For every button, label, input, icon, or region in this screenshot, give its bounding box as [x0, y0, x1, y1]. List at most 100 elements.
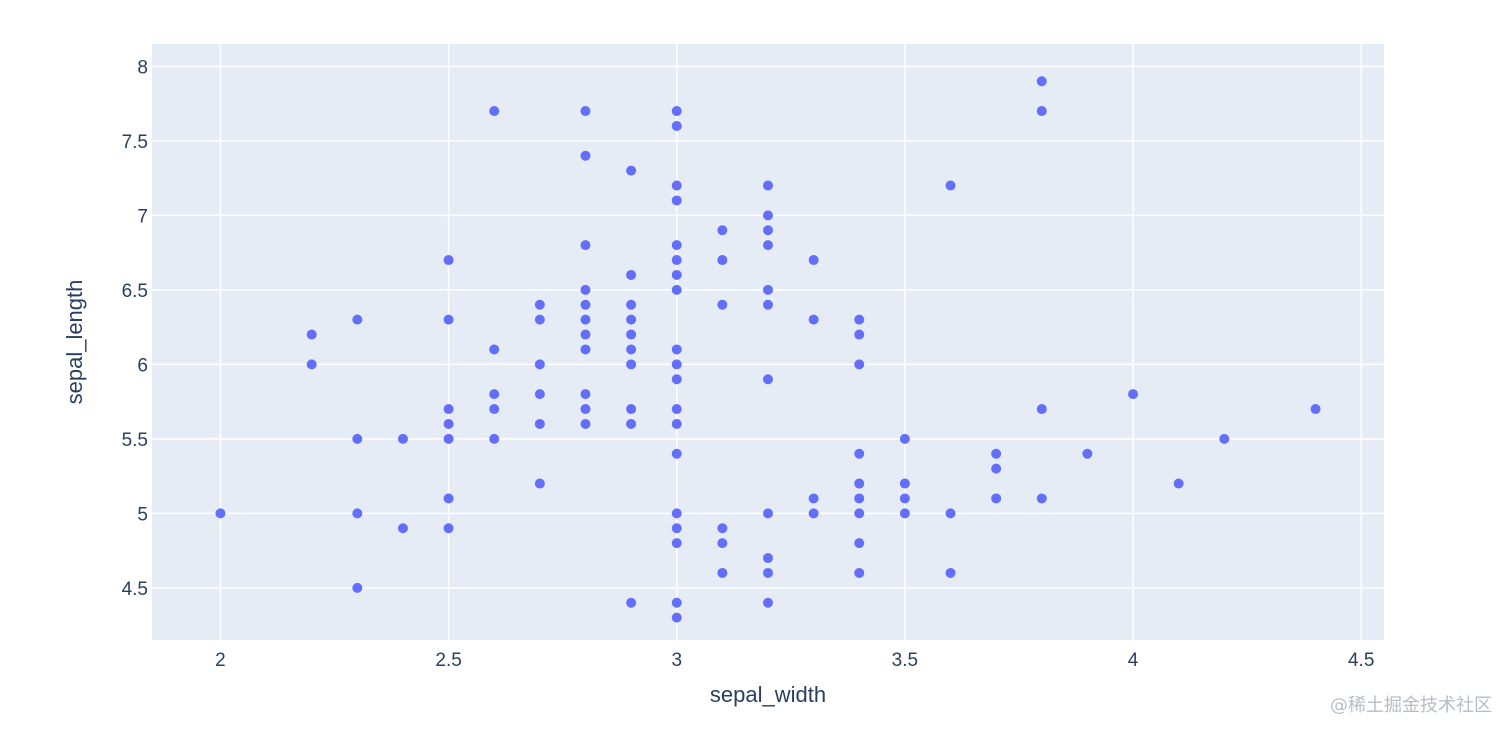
- scatter-point: [763, 508, 773, 519]
- scatter-point: [899, 433, 910, 444]
- x-axis-ticks: 2 2.5 3 3.5 4 4.5: [215, 650, 1374, 671]
- scatter-point: [489, 389, 500, 400]
- scatter-point: [671, 374, 682, 385]
- scatter-point: [671, 597, 682, 608]
- scatter-point: [671, 180, 682, 191]
- scatter-point: [1173, 478, 1184, 489]
- y-axis-ticks: 4.5 5 5.5 6 6.5 7 7.5 8: [122, 57, 148, 600]
- scatter-point: [1219, 433, 1230, 444]
- y-tick-label: 4.5: [122, 579, 148, 600]
- scatter-point: [580, 344, 591, 355]
- scatter-point: [1310, 404, 1321, 415]
- scatter-point: [534, 478, 545, 489]
- scatter-point: [671, 106, 682, 117]
- scatter-point: [580, 240, 591, 251]
- data-points: [215, 76, 1321, 623]
- scatter-point: [671, 612, 682, 623]
- y-tick-label: 6: [137, 355, 148, 376]
- scatter-point: [671, 523, 682, 534]
- scatter-point: [443, 314, 454, 325]
- scatter-point: [626, 329, 637, 340]
- scatter-point: [443, 523, 454, 534]
- x-axis-title: sepal_width: [710, 682, 826, 707]
- scatter-point: [717, 225, 728, 236]
- scatter-point: [671, 404, 682, 415]
- scatter-point: [899, 493, 910, 504]
- scatter-point: [306, 359, 317, 370]
- scatter-point: [534, 359, 545, 370]
- scatter-point: [717, 299, 728, 310]
- y-tick-label: 6.5: [122, 281, 148, 302]
- scatter-point: [945, 180, 956, 191]
- scatter-point: [489, 344, 500, 355]
- scatter-point: [808, 314, 819, 325]
- scatter-point: [899, 508, 910, 519]
- scatter-point: [899, 478, 910, 489]
- scatter-point: [580, 106, 591, 117]
- scatter-point: [626, 418, 637, 429]
- scatter-point: [671, 344, 682, 355]
- scatter-point: [1036, 493, 1047, 504]
- scatter-point: [854, 567, 865, 578]
- scatter-point: [580, 314, 591, 325]
- scatter-point: [352, 433, 363, 444]
- scatter-point: [443, 418, 454, 429]
- x-tick-label: 3.5: [892, 650, 918, 671]
- scatter-point: [763, 240, 773, 251]
- scatter-point: [763, 567, 773, 578]
- scatter-point: [991, 463, 1002, 474]
- scatter-point: [671, 269, 682, 280]
- scatter-point: [717, 538, 728, 549]
- watermark-text: @稀土掘金技术社区: [1330, 695, 1492, 716]
- scatter-point: [626, 314, 637, 325]
- scatter-point: [991, 493, 1002, 504]
- scatter-point: [626, 359, 637, 370]
- x-tick-label: 4: [1128, 650, 1139, 671]
- scatter-point: [763, 597, 773, 608]
- y-tick-label: 8: [137, 57, 148, 78]
- scatter-point: [397, 433, 408, 444]
- scatter-point: [671, 538, 682, 549]
- scatter-point: [443, 433, 454, 444]
- scatter-point: [489, 404, 500, 415]
- y-tick-label: 5.5: [122, 430, 148, 451]
- scatter-point: [808, 508, 819, 519]
- scatter-point: [854, 359, 865, 370]
- scatter-point: [671, 120, 682, 131]
- scatter-point: [443, 404, 454, 415]
- scatter-point: [580, 150, 591, 161]
- scatter-point: [580, 389, 591, 400]
- scatter-point: [534, 314, 545, 325]
- x-tick-label: 2.5: [435, 650, 461, 671]
- scatter-point: [1036, 106, 1047, 117]
- scatter-point: [717, 567, 728, 578]
- scatter-point: [763, 210, 773, 221]
- scatter-point: [671, 240, 682, 251]
- scatter-point: [854, 329, 865, 340]
- scatter-point: [854, 448, 865, 459]
- scatter-point: [991, 448, 1002, 459]
- scatter-point: [945, 567, 956, 578]
- scatter-point: [534, 389, 545, 400]
- scatter-point: [671, 284, 682, 295]
- y-tick-label: 5: [137, 504, 148, 525]
- scatter-point: [1128, 389, 1139, 400]
- scatter-point: [580, 404, 591, 415]
- scatter-point: [1036, 76, 1047, 87]
- scatter-point: [854, 508, 865, 519]
- scatter-point: [763, 299, 773, 310]
- scatter-point: [854, 314, 865, 325]
- scatter-point: [671, 195, 682, 206]
- scatter-point: [626, 597, 637, 608]
- scatter-point: [534, 418, 545, 429]
- scatter-point: [580, 418, 591, 429]
- grid-lines: [152, 44, 1384, 640]
- scatter-point: [763, 284, 773, 295]
- scatter-point: [1082, 448, 1093, 459]
- scatter-point: [854, 478, 865, 489]
- scatter-point: [489, 433, 500, 444]
- scatter-point: [443, 493, 454, 504]
- scatter-point: [808, 255, 819, 266]
